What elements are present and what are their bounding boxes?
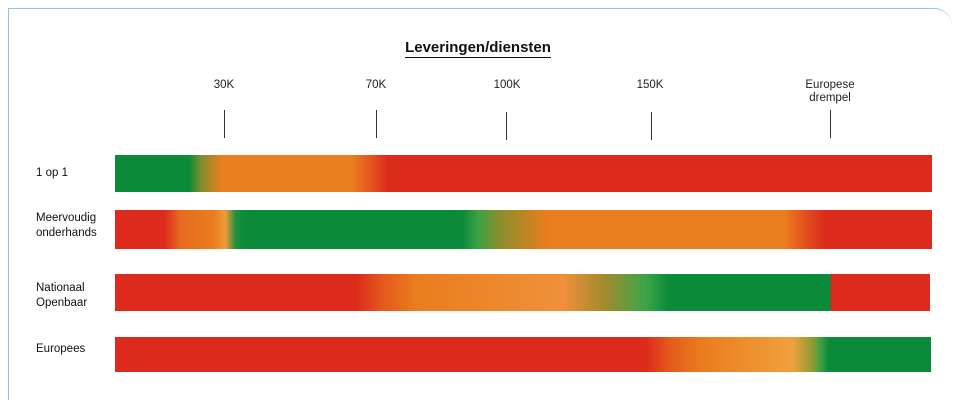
threshold-label-70k: 70K — [365, 79, 387, 91]
threshold-label-30k: 30K — [213, 79, 235, 91]
row-label-1op1: 1 op 1 — [36, 167, 68, 179]
bar-nationaal — [115, 274, 930, 311]
diagram-title: Leveringen/diensten — [0, 39, 956, 58]
threshold-label-100k: 100K — [493, 79, 521, 91]
diagram-title-text: Leveringen/diensten — [405, 39, 551, 58]
threshold-tick-70k — [376, 110, 377, 138]
threshold-tick-100k — [506, 112, 507, 140]
row-label-meervoudig: Meervoudig onderhands — [36, 212, 97, 239]
threshold-label-european: Europese drempel — [805, 79, 855, 104]
bar-1op1 — [115, 155, 932, 192]
threshold-tick-30k — [224, 110, 225, 138]
slide-frame — [8, 8, 952, 400]
threshold-tick-european — [830, 110, 831, 138]
row-label-nationaal: Nationaal Openbaar — [36, 282, 88, 309]
bar-meervoudig — [115, 210, 932, 249]
bar-europees — [115, 337, 931, 372]
threshold-label-150k: 150K — [636, 79, 664, 91]
threshold-tick-150k — [651, 112, 652, 140]
row-label-europees: Europees — [36, 343, 86, 355]
